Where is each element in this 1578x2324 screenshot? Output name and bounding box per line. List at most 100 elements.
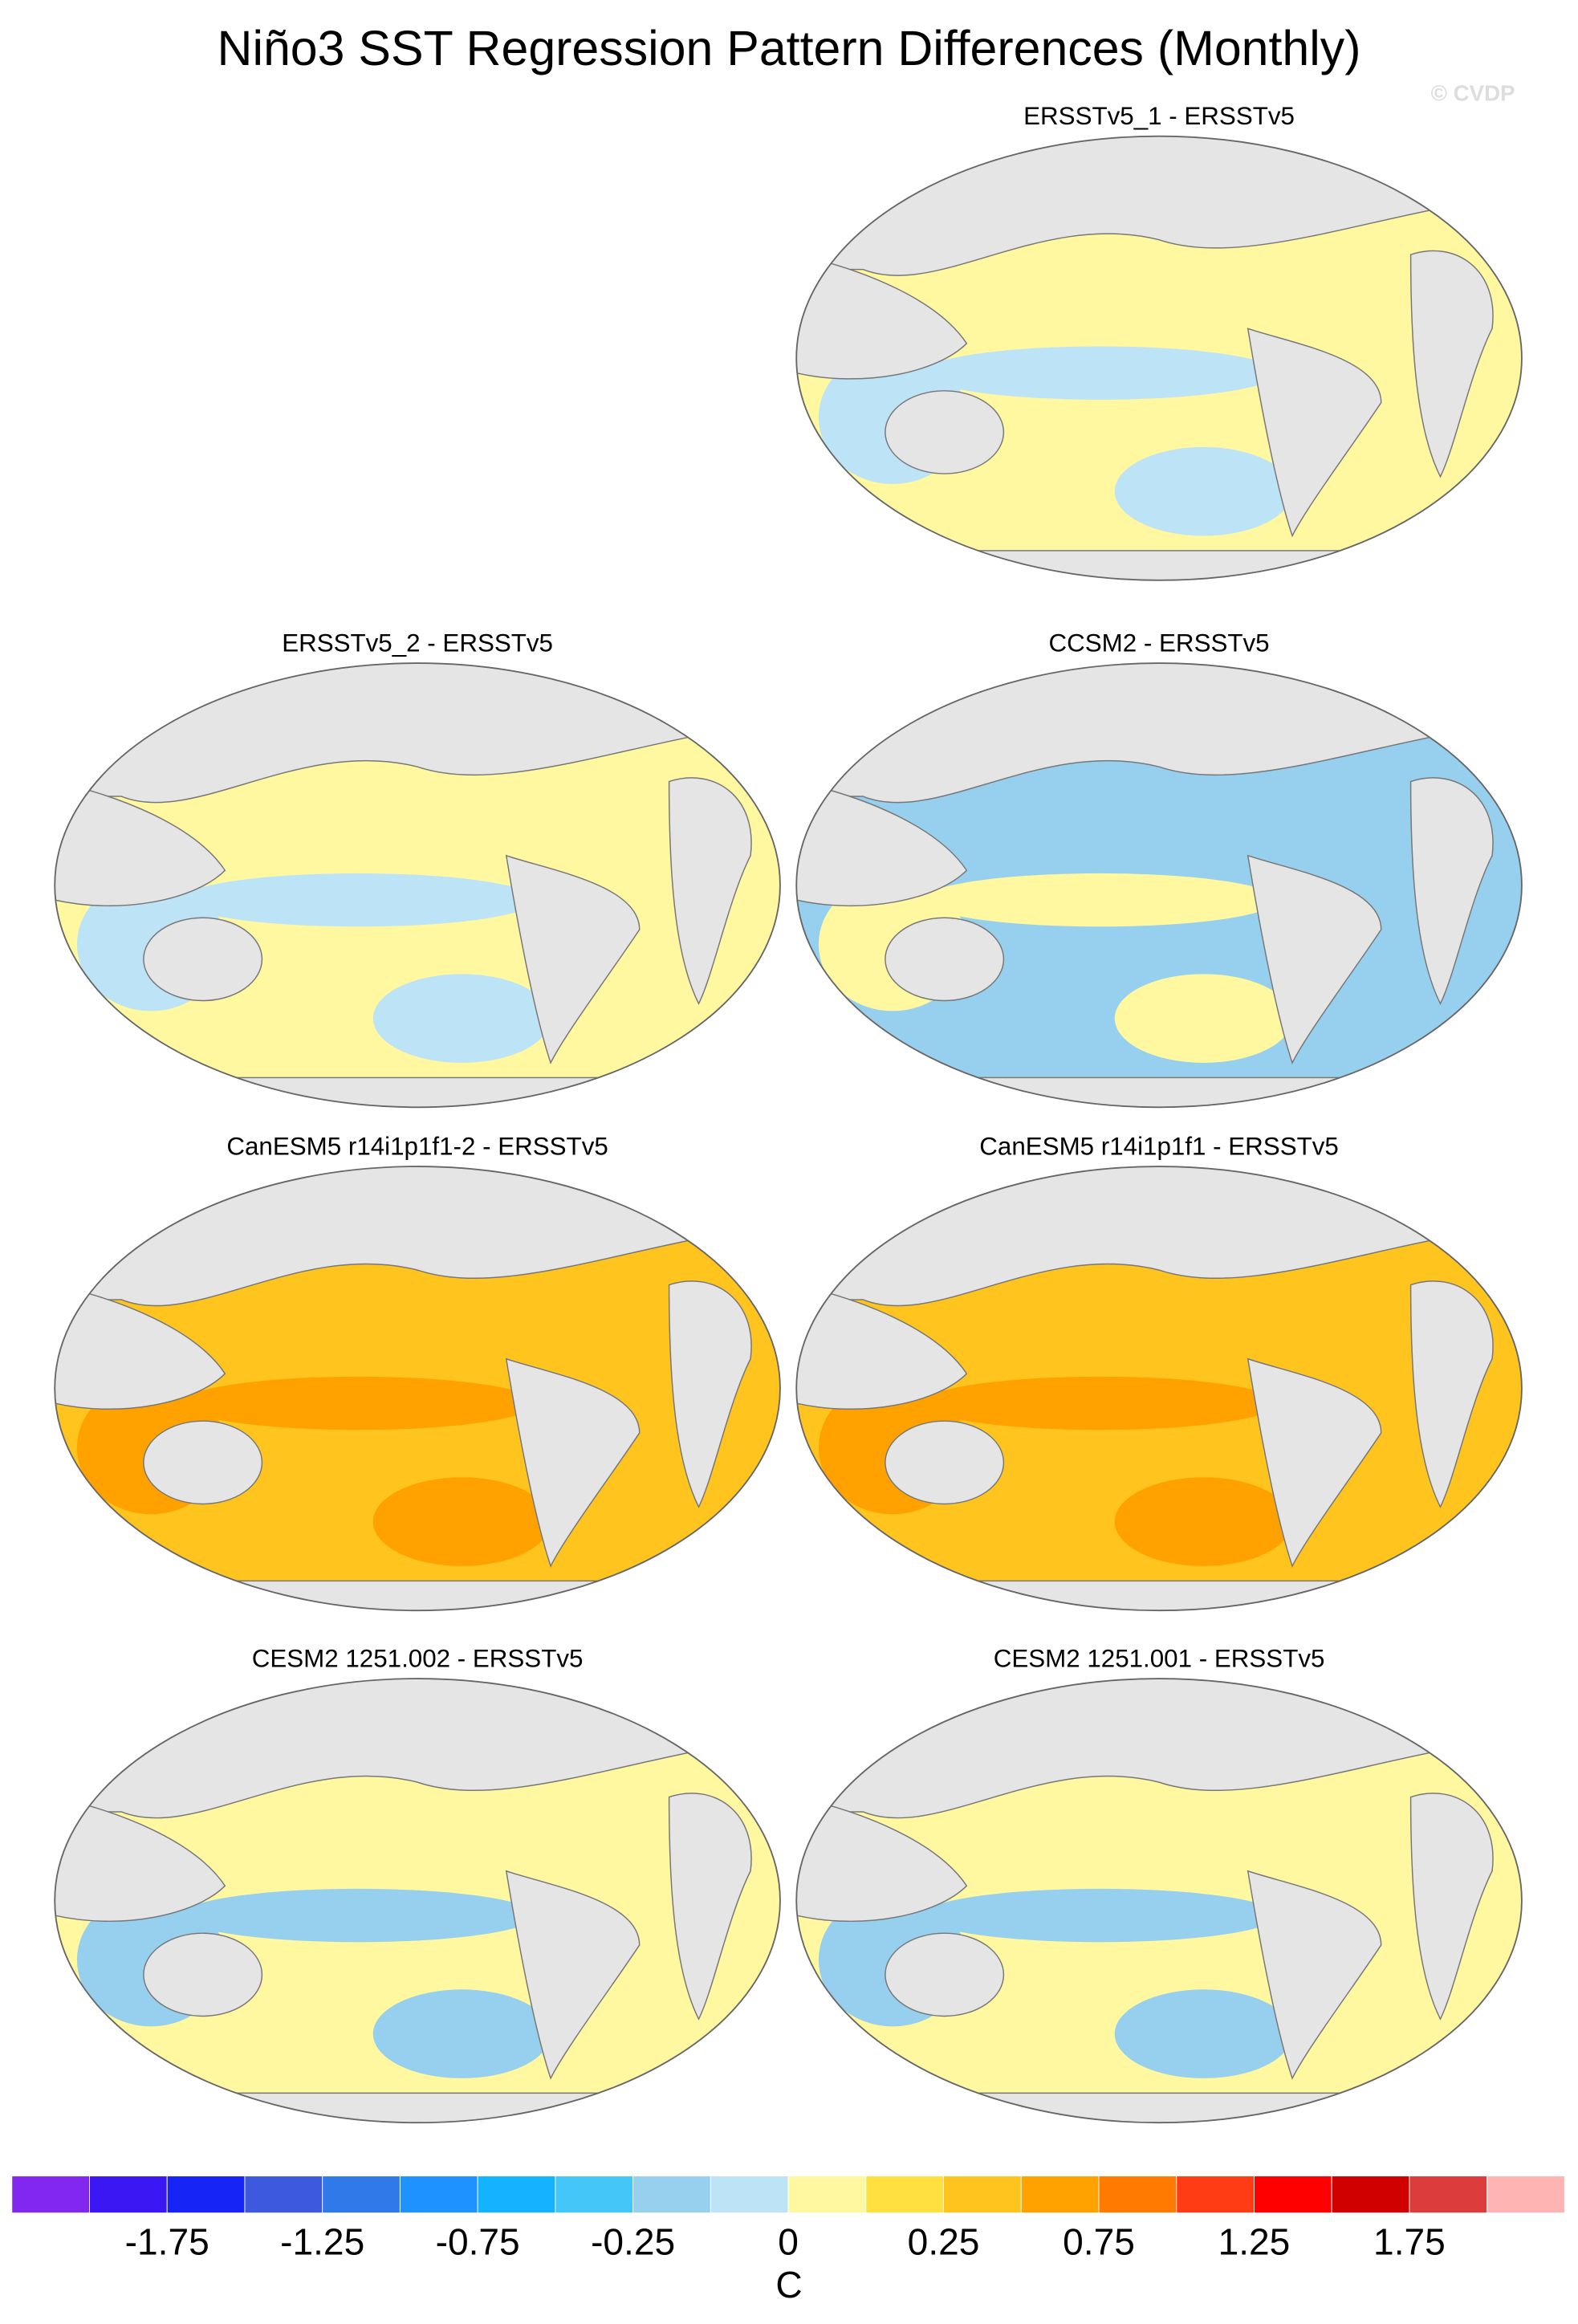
panel-title: CESM2 1251.001 - ERSSTv5 (994, 1644, 1325, 1672)
colorbar-box (787, 2175, 867, 2214)
colorbar-box (632, 2175, 711, 2214)
land (668, 1793, 752, 2021)
colorbar-label: 1.25 (1218, 2220, 1291, 2262)
colorbar-box (1176, 2175, 1255, 2214)
land (55, 663, 780, 804)
colorbar-label: -0.75 (436, 2220, 520, 2262)
field-blob (921, 873, 1278, 927)
map-border (54, 1166, 781, 1612)
land (55, 1580, 780, 1611)
map-content (55, 1679, 780, 2123)
map-border (795, 662, 1523, 1109)
land (1409, 777, 1494, 1005)
colorbar-label: -1.75 (125, 2220, 209, 2262)
colorbar-box (89, 2175, 168, 2214)
colorbar-box (244, 2175, 323, 2214)
land (668, 1280, 752, 1508)
land (1247, 1357, 1382, 1568)
map-border (795, 1166, 1523, 1612)
field-blob (372, 1477, 551, 1566)
field-blob (1114, 974, 1293, 1063)
map-panel (54, 1166, 781, 1612)
panel-title: CanESM5 r14i1p1f1 - ERSSTv5 (979, 1132, 1339, 1160)
land (796, 1679, 1522, 1819)
colorbar-box (865, 2175, 945, 2214)
land (505, 1357, 641, 1568)
land (796, 254, 968, 380)
field-blob (181, 1376, 536, 1431)
colorbar-label: -1.25 (280, 2220, 364, 2262)
land (55, 1077, 780, 1108)
field-blob (1114, 446, 1293, 536)
map-content (796, 663, 1522, 1108)
land (796, 780, 968, 907)
land (885, 1932, 1005, 2017)
land (796, 1166, 1522, 1307)
map-panel (54, 1678, 781, 2124)
colorbar-box (1020, 2175, 1100, 2214)
land (55, 1166, 780, 1307)
field-blob (921, 346, 1278, 400)
field-blob (372, 974, 551, 1063)
colorbar-label: -0.25 (591, 2220, 675, 2262)
land (1247, 328, 1382, 538)
colorbar-box (555, 2175, 634, 2214)
field-blob (372, 1989, 551, 2078)
field-blob (1114, 1989, 1293, 2078)
map-panel (795, 1166, 1523, 1612)
map-panel (795, 135, 1523, 581)
colorbar-box (11, 2175, 90, 2214)
map-panel (54, 662, 781, 1109)
panel-title: CanESM5 r14i1p1f1-2 - ERSSTv5 (226, 1132, 608, 1160)
land (505, 854, 641, 1064)
land (1247, 1870, 1382, 2080)
land (143, 917, 263, 1002)
panel-title: ERSSTv5_1 - ERSSTv5 (1023, 102, 1295, 130)
map-border (54, 1678, 781, 2124)
colorbar-box (710, 2175, 789, 2214)
land (885, 917, 1005, 1002)
colorbar-box (477, 2175, 556, 2214)
colorbar-box (166, 2175, 246, 2214)
figure-title: Niño3 SST Regression Pattern Differences… (218, 21, 1361, 75)
land (1409, 1793, 1494, 2021)
colorbar-box (322, 2175, 401, 2214)
map-border (54, 662, 781, 1109)
land (1409, 250, 1494, 478)
land (796, 663, 1522, 804)
land (1409, 1280, 1494, 1508)
colorbar-label: 1.75 (1373, 2220, 1446, 2262)
land (796, 550, 1522, 580)
colorbar-box (1098, 2175, 1177, 2214)
land (55, 780, 226, 907)
land (55, 1679, 780, 1819)
colorbar-box (399, 2175, 478, 2214)
colorbar-label: 0 (778, 2220, 799, 2262)
map-border (795, 135, 1523, 581)
watermark: © CVDP (1431, 80, 1515, 105)
field-blob (1114, 1477, 1293, 1566)
field-blob (181, 1888, 536, 1943)
land (668, 777, 752, 1005)
colorbar-label: 0.75 (1063, 2220, 1135, 2262)
colorbar-box (943, 2175, 1022, 2214)
field-blob (921, 1376, 1278, 1431)
map-content (796, 1166, 1522, 1611)
land (796, 1796, 968, 1923)
colorbar-box (1254, 2175, 1332, 2214)
colorbar-box (1409, 2175, 1488, 2214)
map-content (55, 1166, 780, 1611)
panel-title: CCSM2 - ERSSTv5 (1049, 629, 1270, 657)
colorbar-unit: C (775, 2264, 802, 2306)
colorbar-label: 0.25 (908, 2220, 980, 2262)
land (796, 1580, 1522, 1611)
panel-title: ERSSTv5_2 - ERSSTv5 (282, 629, 553, 657)
land (1247, 854, 1382, 1064)
map-content (55, 663, 780, 1108)
land (55, 1284, 226, 1410)
map-content (796, 1679, 1522, 2123)
land (796, 1077, 1522, 1108)
land (885, 1420, 1005, 1505)
